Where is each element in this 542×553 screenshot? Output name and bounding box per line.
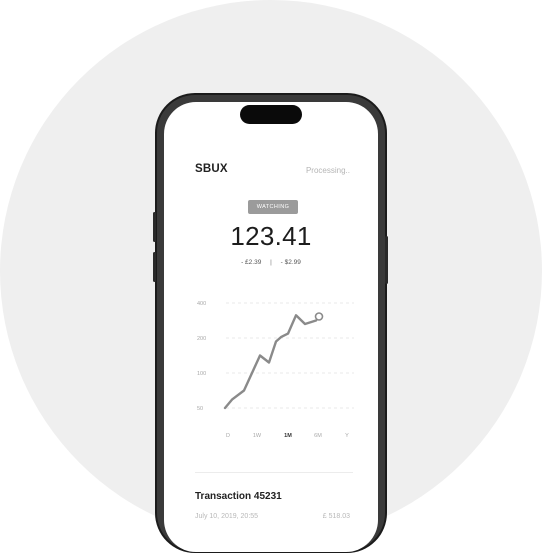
change-separator: | [270,259,272,266]
change-gbp: - £2.39 [241,259,262,266]
y-tick-label: 200 [197,336,206,342]
transaction-title[interactable]: Transaction 45231 [195,491,282,502]
y-tick-label: 400 [197,301,206,307]
power-button [385,236,388,284]
price-line [223,314,318,410]
x-tick-1m[interactable]: 1M [284,433,292,439]
volume-down-button [153,252,156,282]
y-tick-label: 100 [197,371,206,377]
stock-ticker: SBUX [195,163,228,175]
x-tick-y[interactable]: Y [345,433,349,439]
transaction-amount: £ 518.03 [322,513,350,520]
processing-status: Processing.. [305,166,350,175]
dynamic-island [240,105,302,124]
watching-badge[interactable]: WATCHING [248,200,298,214]
chart-grid [226,302,354,409]
stock-price: 123.41 [230,221,312,251]
transaction-date: July 10, 2019, 20:55 [195,513,259,520]
change-usd: - $2.99 [280,259,301,266]
price-chart: 400 200 100 50 D 1W 1M 6M Y [197,301,354,439]
latest-price-marker [314,312,324,321]
chart-x-axis: D 1W 1M 6M Y [226,433,349,439]
x-tick-6m[interactable]: 6M [314,433,322,439]
x-tick-d[interactable]: D [226,433,230,439]
price-changes: - £2.39 | - $2.99 [164,259,378,266]
x-tick-1w[interactable]: 1W [253,433,262,439]
section-divider [195,472,353,473]
chart-y-axis: 400 200 100 50 [197,301,206,412]
volume-up-button [153,212,156,242]
phone-screen: SBUX Processing.. WATCHING 123.41 - £2.3… [164,102,378,552]
y-tick-label: 50 [197,406,203,412]
